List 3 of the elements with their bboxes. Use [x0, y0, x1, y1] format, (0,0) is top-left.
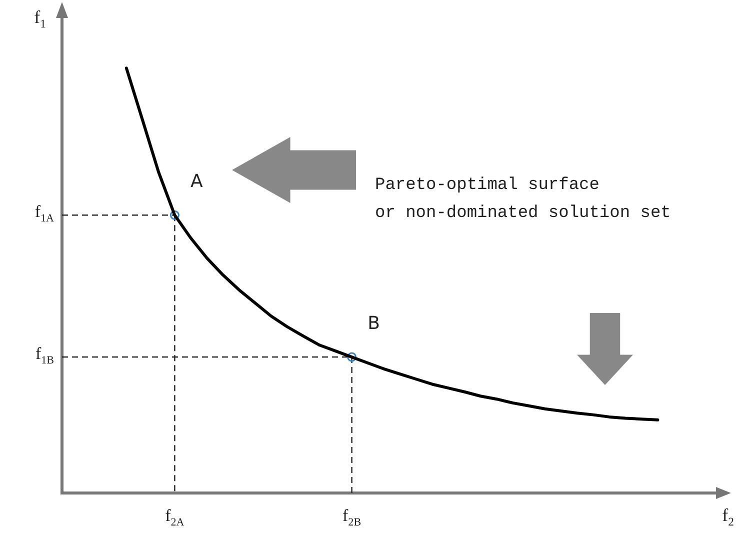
- annotation: B: [368, 313, 380, 334]
- annotation: A: [190, 171, 204, 192]
- annotation: Pareto-optimal surface or non-dominated solution set: [375, 175, 671, 225]
